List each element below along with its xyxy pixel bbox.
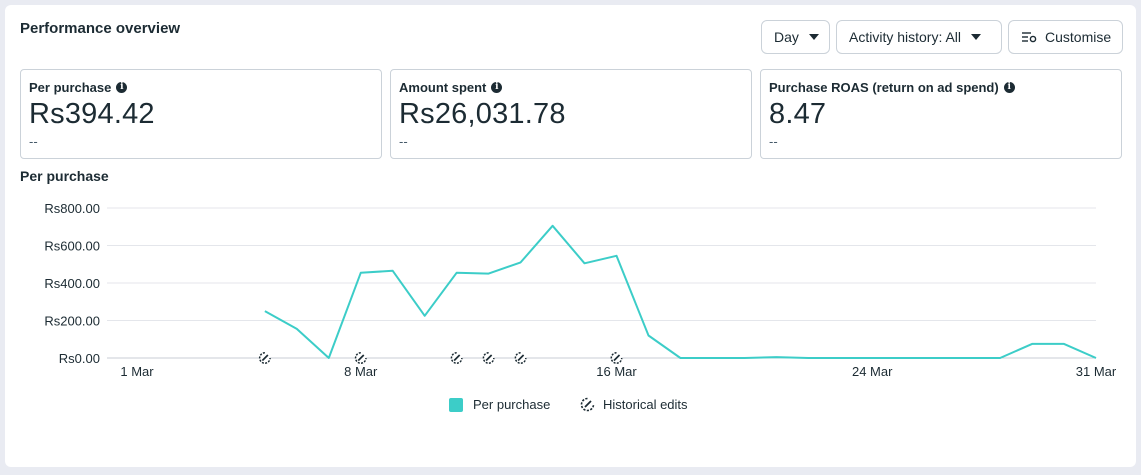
chart-legend: Per purchase Historical edits [0, 397, 1141, 417]
y-tick-label: Rs200.00 [44, 314, 100, 329]
customise-icon [1021, 30, 1037, 44]
activity-history-label: Activity history: All [849, 29, 962, 45]
metric-label-text: Purchase ROAS (return on ad spend) [769, 80, 999, 95]
historical-edit-icon [610, 352, 623, 364]
caret-down-icon [808, 34, 819, 40]
info-icon[interactable]: i [491, 82, 503, 93]
legend-item-per-purchase[interactable]: Per purchase [449, 397, 550, 412]
legend-label: Historical edits [603, 397, 688, 412]
x-tick-label: 24 Mar [852, 364, 893, 379]
metric-comparison: -- [769, 134, 778, 149]
historical-edit-icon [258, 352, 271, 364]
y-tick-label: Rs800.00 [44, 201, 100, 216]
x-tick-label: 8 Mar [344, 364, 378, 379]
historical-edit-icon [450, 352, 463, 364]
metric-card-purchase-roas[interactable]: Purchase ROAS (return on ad spend) i 8.4… [760, 69, 1122, 159]
historical-edit-icon [482, 352, 495, 364]
legend-label: Per purchase [473, 397, 551, 412]
metric-comparison: -- [399, 134, 408, 149]
metric-value: 8.47 [769, 98, 827, 130]
x-tick-label: 31 Mar [1076, 364, 1117, 379]
info-icon[interactable]: i [116, 82, 128, 93]
metric-card-label: Per purchase i [29, 80, 128, 95]
legend-item-historical-edits[interactable]: Historical edits [580, 397, 688, 412]
metric-card-amount-spent[interactable]: Amount spent i Rs26,031.78 -- [390, 69, 752, 159]
legend-swatch [449, 397, 463, 412]
x-tick-label: 16 Mar [596, 364, 637, 379]
metric-label-text: Amount spent [399, 80, 487, 95]
page-title: Performance overview [20, 20, 181, 37]
day-dropdown[interactable]: Day [761, 20, 830, 54]
caret-down-icon [971, 34, 982, 40]
customise-label: Customise [1045, 29, 1112, 45]
y-tick-label: Rs400.00 [44, 276, 100, 291]
historical-edit-icon [580, 397, 595, 412]
y-tick-label: Rs600.00 [44, 239, 100, 254]
day-dropdown-label: Day [774, 29, 799, 45]
metric-comparison: -- [29, 134, 38, 149]
historical-edit-icon [514, 352, 527, 364]
metric-label-text: Per purchase [29, 80, 112, 95]
metric-card-label: Purchase ROAS (return on ad spend) i [769, 80, 1015, 95]
info-icon[interactable]: i [1003, 82, 1015, 93]
metric-card-label: Amount spent i [399, 80, 503, 95]
activity-history-dropdown[interactable]: Activity history: All [836, 20, 1002, 54]
y-tick-label: Rs0.00 [59, 351, 100, 366]
customise-button[interactable]: Customise [1008, 20, 1123, 54]
chart-title: Per purchase [20, 168, 109, 184]
metric-value: Rs394.42 [29, 98, 155, 130]
x-tick-label: 1 Mar [120, 364, 154, 379]
metric-value: Rs26,031.78 [399, 98, 566, 130]
metric-card-per-purchase[interactable]: Per purchase i Rs394.42 -- [20, 69, 382, 159]
historical-edit-icon [354, 352, 367, 364]
